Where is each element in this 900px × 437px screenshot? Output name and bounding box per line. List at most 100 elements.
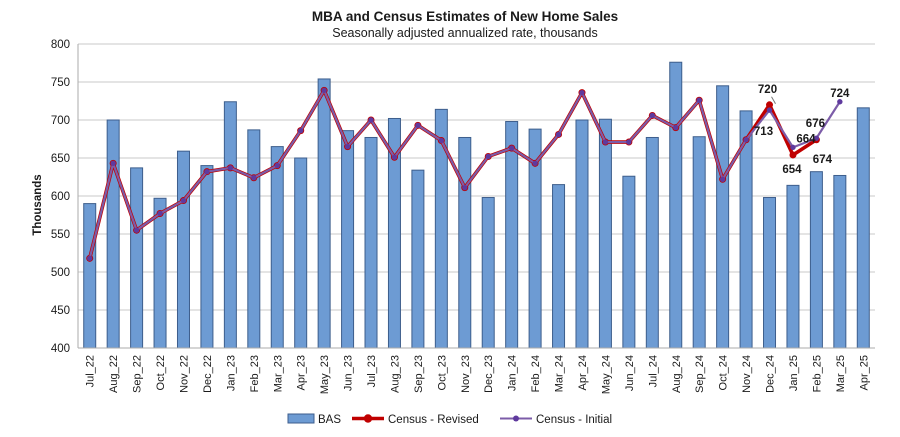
x-axis-label: Apr_24 <box>577 355 589 390</box>
bas-bar <box>176 150 190 349</box>
y-axis-tick-label: 550 <box>51 229 70 241</box>
bas-bar <box>669 61 683 349</box>
bas-bars <box>83 61 870 349</box>
x-axis-label: Nov_24 <box>741 355 753 393</box>
chart-title: MBA and Census Estimates of New Home Sal… <box>312 9 618 24</box>
legend-revised-marker <box>363 414 373 423</box>
bas-bar <box>645 136 659 349</box>
bas-bar <box>200 165 214 349</box>
x-axis-label: Nov_23 <box>460 355 472 393</box>
bas-bar <box>809 171 823 349</box>
bas-bar <box>247 129 261 349</box>
census-initial-point <box>297 127 304 134</box>
census-initial-point <box>790 144 796 151</box>
census-initial-point <box>415 122 421 129</box>
census-initial-point <box>813 135 820 141</box>
x-axis-label: May_23 <box>319 355 331 394</box>
annotation-label: 720 <box>758 84 777 96</box>
data-label-annotations: 720 713 654 664 676 674 724 <box>754 84 850 176</box>
y-axis-tick-label: 700 <box>51 115 70 127</box>
bas-bar <box>833 174 847 349</box>
legend-revised-label: Census - Revised <box>388 414 479 426</box>
census-initial-point <box>438 137 445 144</box>
census-initial-point <box>368 117 374 123</box>
bas-bar <box>552 184 566 349</box>
x-axis-label: Sep_23 <box>413 355 425 393</box>
x-axis-label: May_24 <box>600 355 612 394</box>
x-axis-label: Feb_23 <box>249 355 261 392</box>
census-initial-point <box>110 160 116 167</box>
census-initial-point <box>180 197 187 204</box>
y-axis-tick-label: 650 <box>51 153 70 165</box>
x-axis-label: Sep_24 <box>694 355 706 393</box>
annotation-leader-line <box>771 96 776 105</box>
census-initial-point <box>157 210 163 217</box>
census-initial-point <box>344 143 351 150</box>
census-initial-point <box>555 131 562 138</box>
x-axis-label: Dec_22 <box>202 355 214 393</box>
annotation-label: 664 <box>796 133 816 145</box>
x-axis-label: Mar_25 <box>835 355 847 392</box>
bas-bar <box>505 121 519 349</box>
census-initial-point <box>462 184 468 191</box>
x-axis-label: Jul_22 <box>85 355 97 387</box>
bas-bar <box>411 169 425 349</box>
x-axis-label: Jul_23 <box>366 355 378 387</box>
x-axis-label: Jun_24 <box>624 355 636 391</box>
bas-bar <box>692 136 706 349</box>
y-axis-tick-labels: 400 450 500 550 600 650 700 750 800 <box>51 39 70 355</box>
y-axis-tick-label: 750 <box>51 77 70 89</box>
x-axis-label: Dec_23 <box>483 355 495 393</box>
census-initial-point <box>321 87 327 94</box>
bas-bar <box>106 119 120 349</box>
annotation-label: 713 <box>754 126 773 138</box>
x-axis-label: Mar_23 <box>272 355 284 392</box>
bas-bar <box>317 78 331 349</box>
annotation-label: 676 <box>806 118 825 130</box>
census-initial-point <box>673 124 679 131</box>
bas-bar <box>130 167 144 349</box>
annotation-label: 674 <box>813 154 833 166</box>
y-axis-tick-label: 800 <box>51 39 70 51</box>
bas-bar <box>622 175 636 349</box>
census-initial-point <box>204 168 210 175</box>
legend-bas-label: BAS <box>318 414 341 426</box>
bas-bar <box>763 197 777 349</box>
gridlines <box>78 43 875 311</box>
census-lines <box>86 86 843 262</box>
x-axis-label: Aug_24 <box>671 355 683 393</box>
bas-bar <box>481 197 495 349</box>
x-axis-label: Jun_23 <box>343 355 355 391</box>
census-initial-point <box>743 137 749 143</box>
census-initial-point <box>508 145 515 151</box>
census-initial-point <box>696 97 702 103</box>
x-axis-label: Jan_23 <box>225 355 237 391</box>
bas-bar <box>294 157 308 349</box>
bas-bar <box>153 197 167 349</box>
bas-bar <box>83 203 97 349</box>
annotation-label: 654 <box>782 164 802 176</box>
legend-bas-swatch <box>287 413 315 424</box>
x-axis-label: Nov_22 <box>178 355 190 393</box>
x-axis-label: Feb_25 <box>811 355 823 392</box>
legend: BAS Census - Revised Census - Initial <box>287 413 612 426</box>
y-axis-tick-label: 400 <box>51 343 70 355</box>
y-axis-tick-label: 600 <box>51 191 70 203</box>
x-axis-labels: Jul_22 Aug_22 Sep_22 Oct_22 Nov_22 Dec_22 Jan_… <box>85 355 871 394</box>
census-initial-point <box>87 255 93 262</box>
annotation-label: 724 <box>830 88 850 100</box>
census-revised-point <box>766 101 774 109</box>
census-initial-point <box>227 165 234 171</box>
census-initial-point <box>391 154 398 160</box>
bas-bar <box>598 118 612 349</box>
x-axis-label: Aug_23 <box>389 355 401 393</box>
x-axis-label: Oct_23 <box>436 355 448 390</box>
census-initial-point <box>274 162 280 169</box>
census-initial-point <box>251 175 257 181</box>
census-initial-point <box>532 160 538 167</box>
bas-bar <box>786 184 800 349</box>
x-axis-label: Oct_24 <box>718 355 730 390</box>
x-axis-label: Jan_25 <box>788 355 800 391</box>
y-axis-title: Thousands <box>32 174 44 235</box>
